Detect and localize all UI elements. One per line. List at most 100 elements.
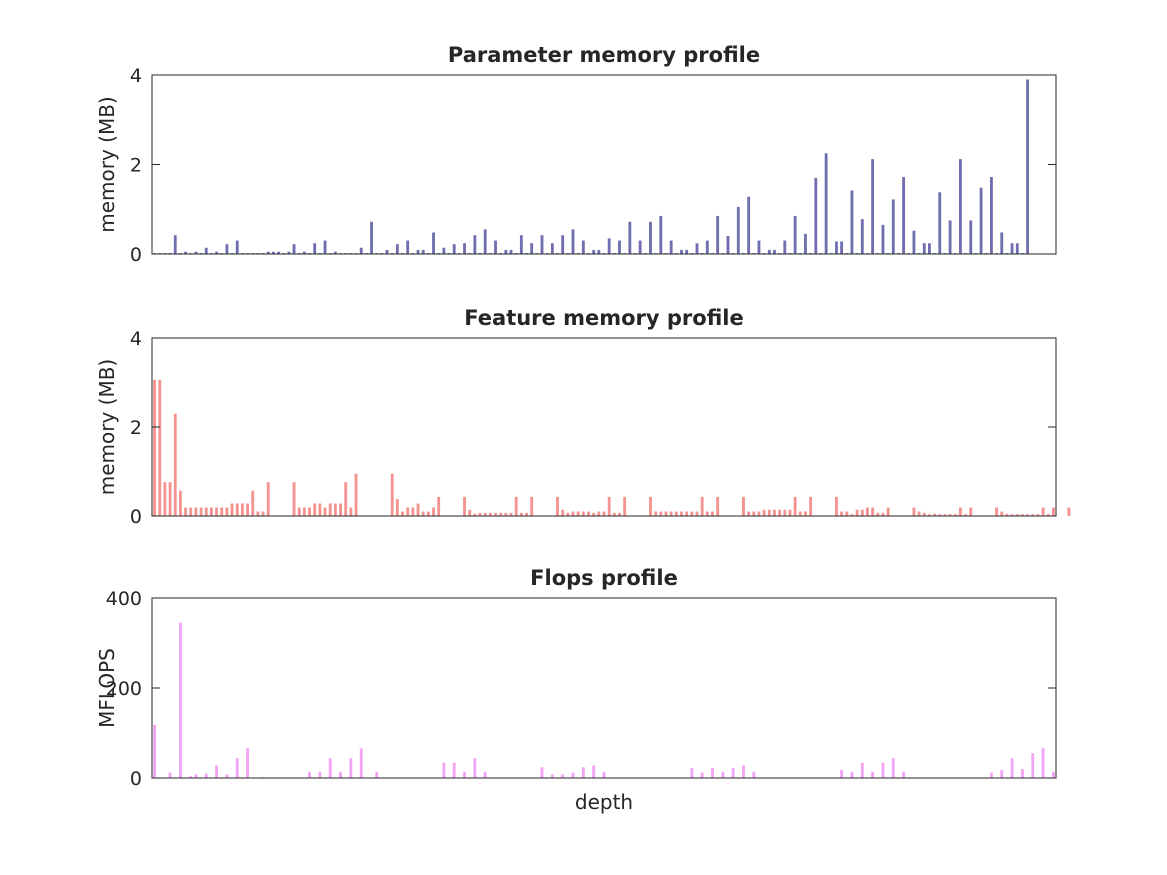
bar [912,230,916,254]
bar [333,503,337,516]
bar [494,240,497,254]
bar [747,511,751,516]
bar [659,511,663,516]
bar [571,772,575,778]
bar [287,251,291,254]
bar [452,762,456,778]
bar [215,507,218,516]
bar [871,771,875,778]
y-tick-label: 400 [106,588,142,610]
bar [240,503,244,516]
bar [938,514,942,516]
bar [411,507,415,516]
bar [354,473,358,516]
bar [215,765,218,778]
bar [747,196,751,254]
bar [318,503,322,516]
bar [478,512,482,516]
bar [509,249,513,254]
bar [773,249,776,254]
bar [540,767,544,778]
bar [483,771,487,778]
bar [432,507,435,516]
bar [928,514,931,516]
bar [168,772,172,778]
chart-title: Parameter memory profile [448,43,760,67]
bar [251,490,255,516]
bar [592,512,596,516]
bar [199,507,203,516]
bar [860,509,864,516]
bar [824,153,828,254]
bar [349,758,353,778]
bar [1000,769,1004,778]
bar [581,240,585,254]
y-axis-label: memory (MB) [95,96,119,233]
bar [1021,769,1024,778]
bar [680,249,683,254]
bar [995,507,999,516]
bar [731,768,735,778]
chart-title: Feature memory profile [464,306,743,330]
bar [209,507,213,516]
bar [178,622,182,778]
bar [628,221,632,254]
y-axis-label: memory (MB) [95,359,119,496]
bar [607,238,611,254]
bar [328,503,332,516]
bar [189,776,193,778]
bar [602,511,606,516]
bar [220,507,224,516]
bar [592,249,596,254]
chart-title: Flops profile [530,566,678,590]
bar [235,503,239,516]
bar [840,511,844,516]
bar [550,243,554,254]
bar [840,769,844,778]
bar [1026,514,1030,516]
bar [912,507,916,516]
bar [406,240,410,254]
bar [1046,514,1050,516]
bar [375,771,379,778]
y-tick-label: 200 [106,678,142,700]
bar [292,482,296,516]
bar [339,771,342,778]
plot-area [152,75,1056,254]
bar [860,762,864,778]
bar [395,244,399,254]
y-tick-label: 2 [130,417,142,439]
bar [804,511,807,516]
bar [871,159,875,254]
bar [716,215,720,254]
bar [979,187,983,254]
bar [809,496,813,516]
bar [943,514,947,516]
bar [638,240,642,254]
bar [742,496,745,516]
bar [1036,514,1040,516]
bar [690,768,694,778]
y-tick-label: 4 [130,328,142,350]
bar [483,512,487,516]
bar [292,244,296,254]
bar [902,177,906,254]
bar [1010,243,1014,254]
bar [664,511,668,516]
bar [581,767,585,778]
bar [204,247,208,254]
plot-area [152,598,1056,778]
bar [602,771,606,778]
bar [948,220,952,254]
bar [277,251,280,254]
bar [1041,507,1045,516]
bar [426,511,430,516]
bar [525,512,528,516]
bar [922,243,926,254]
bar [793,215,797,254]
bar [700,772,704,778]
bar [509,512,513,516]
bar [158,379,162,516]
bar [1000,511,1004,516]
bar [173,413,177,516]
